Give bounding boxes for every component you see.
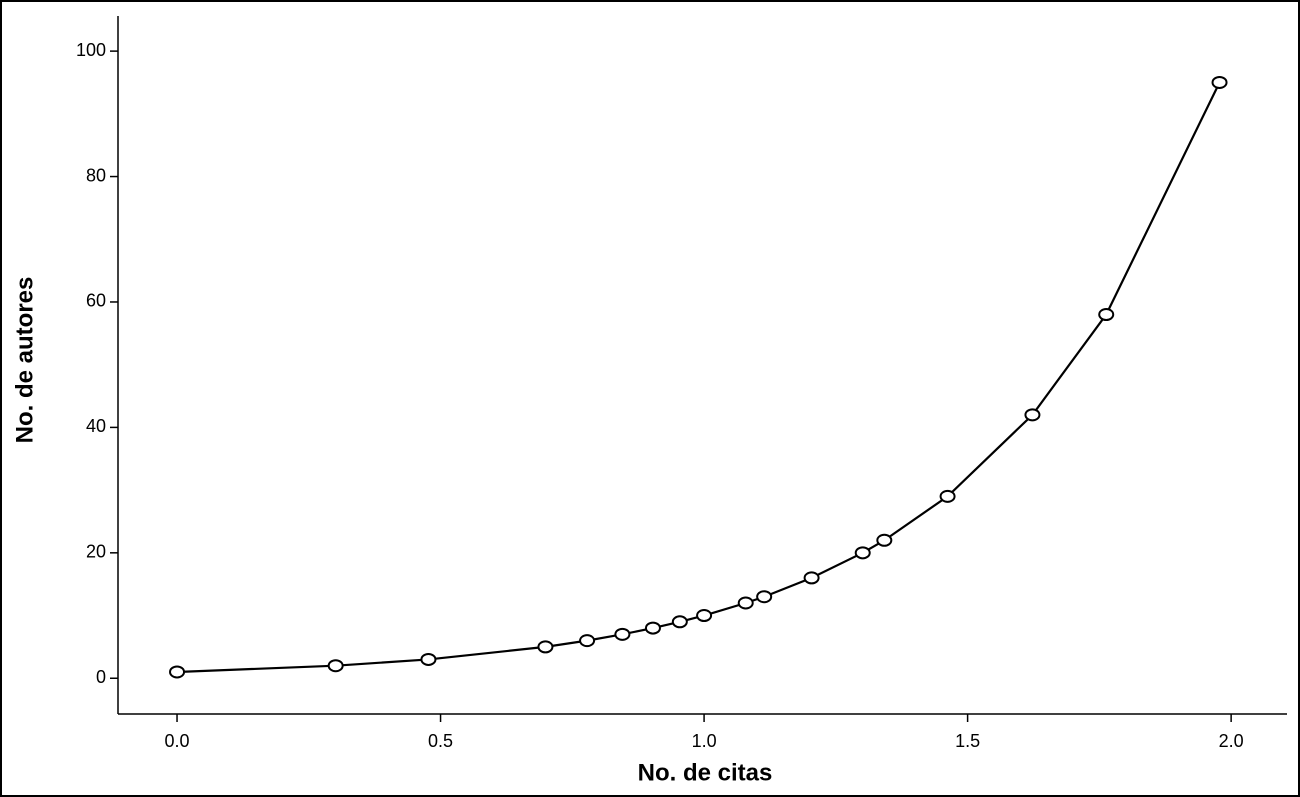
marker bbox=[420, 652, 437, 666]
marker bbox=[854, 546, 871, 560]
line bbox=[176, 81, 1221, 674]
y-axis-title: No. de autores bbox=[11, 277, 38, 444]
x-tick-label: 0.0 bbox=[165, 731, 190, 751]
y-tick-label: 80 bbox=[86, 165, 106, 185]
x-tick-label: 1.0 bbox=[692, 731, 717, 751]
marker bbox=[696, 609, 713, 623]
marker bbox=[737, 596, 754, 610]
marker bbox=[1098, 308, 1115, 322]
marker bbox=[803, 571, 820, 585]
marker bbox=[614, 627, 631, 641]
marker bbox=[756, 590, 773, 604]
marker bbox=[327, 659, 344, 673]
marker bbox=[537, 640, 554, 654]
x-tick-label: 1.5 bbox=[955, 731, 980, 751]
y-tick-label: 60 bbox=[86, 291, 106, 311]
marker bbox=[671, 615, 688, 629]
x-axis-title: No. de citas bbox=[638, 759, 773, 786]
marker bbox=[939, 489, 956, 503]
x-tick-label: 2.0 bbox=[1219, 731, 1244, 751]
marker bbox=[169, 665, 186, 679]
x-tick-label: 0.5 bbox=[428, 731, 453, 751]
marker bbox=[579, 634, 596, 648]
y-tick-label: 20 bbox=[86, 542, 106, 562]
y-tick-label: 0 bbox=[96, 667, 106, 687]
y-tick-label: 40 bbox=[86, 416, 106, 436]
y-tick-label: 100 bbox=[76, 40, 106, 60]
marker bbox=[876, 533, 893, 547]
marker bbox=[1024, 408, 1041, 422]
marker bbox=[644, 621, 661, 635]
marker bbox=[1211, 75, 1228, 89]
